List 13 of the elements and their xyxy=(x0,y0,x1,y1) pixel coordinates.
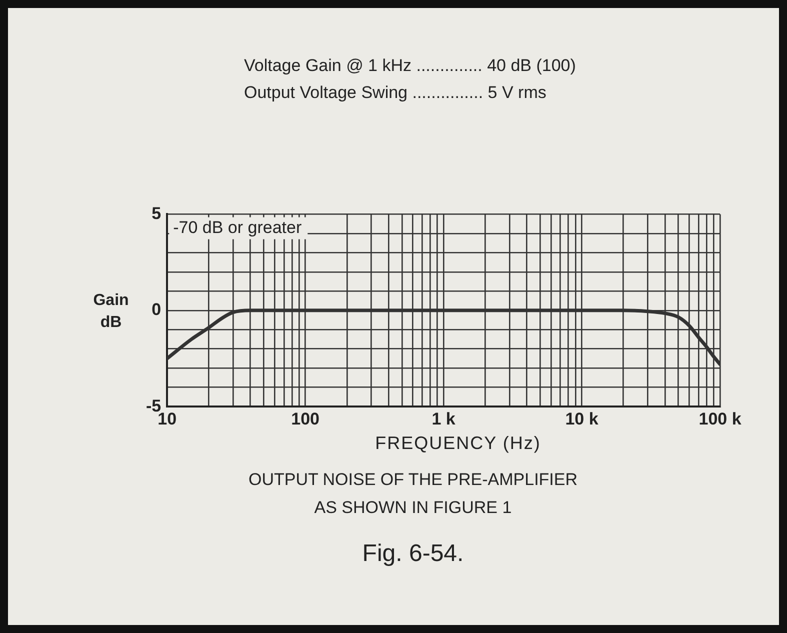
y-axis-title: Gain dB xyxy=(92,291,130,333)
x-tick-label: 100 k xyxy=(698,409,742,428)
text: Voltage Gain @ 1 kHz .............. 40 dB (100) xyxy=(244,56,576,76)
x-axis-title: FREQUENCY (Hz) xyxy=(374,433,542,454)
x-tick-label: 1 k xyxy=(432,409,456,428)
text: Output Voltage Swing ............... 5 V rms xyxy=(244,83,546,103)
text: OUTPUT NOISE OF THE PRE-AMPLIFIER AS SHOWN IN FIGURE 1 xyxy=(247,469,579,519)
x-tick-label: 10 k xyxy=(565,409,599,428)
caption: Fig. 6-54. xyxy=(361,540,465,568)
y-tick-label: 5 xyxy=(152,204,162,223)
y-tick-label: 0 xyxy=(152,300,162,320)
x-tick-label: 100 xyxy=(291,409,320,428)
annotation: -70 dB or greater xyxy=(173,218,302,237)
